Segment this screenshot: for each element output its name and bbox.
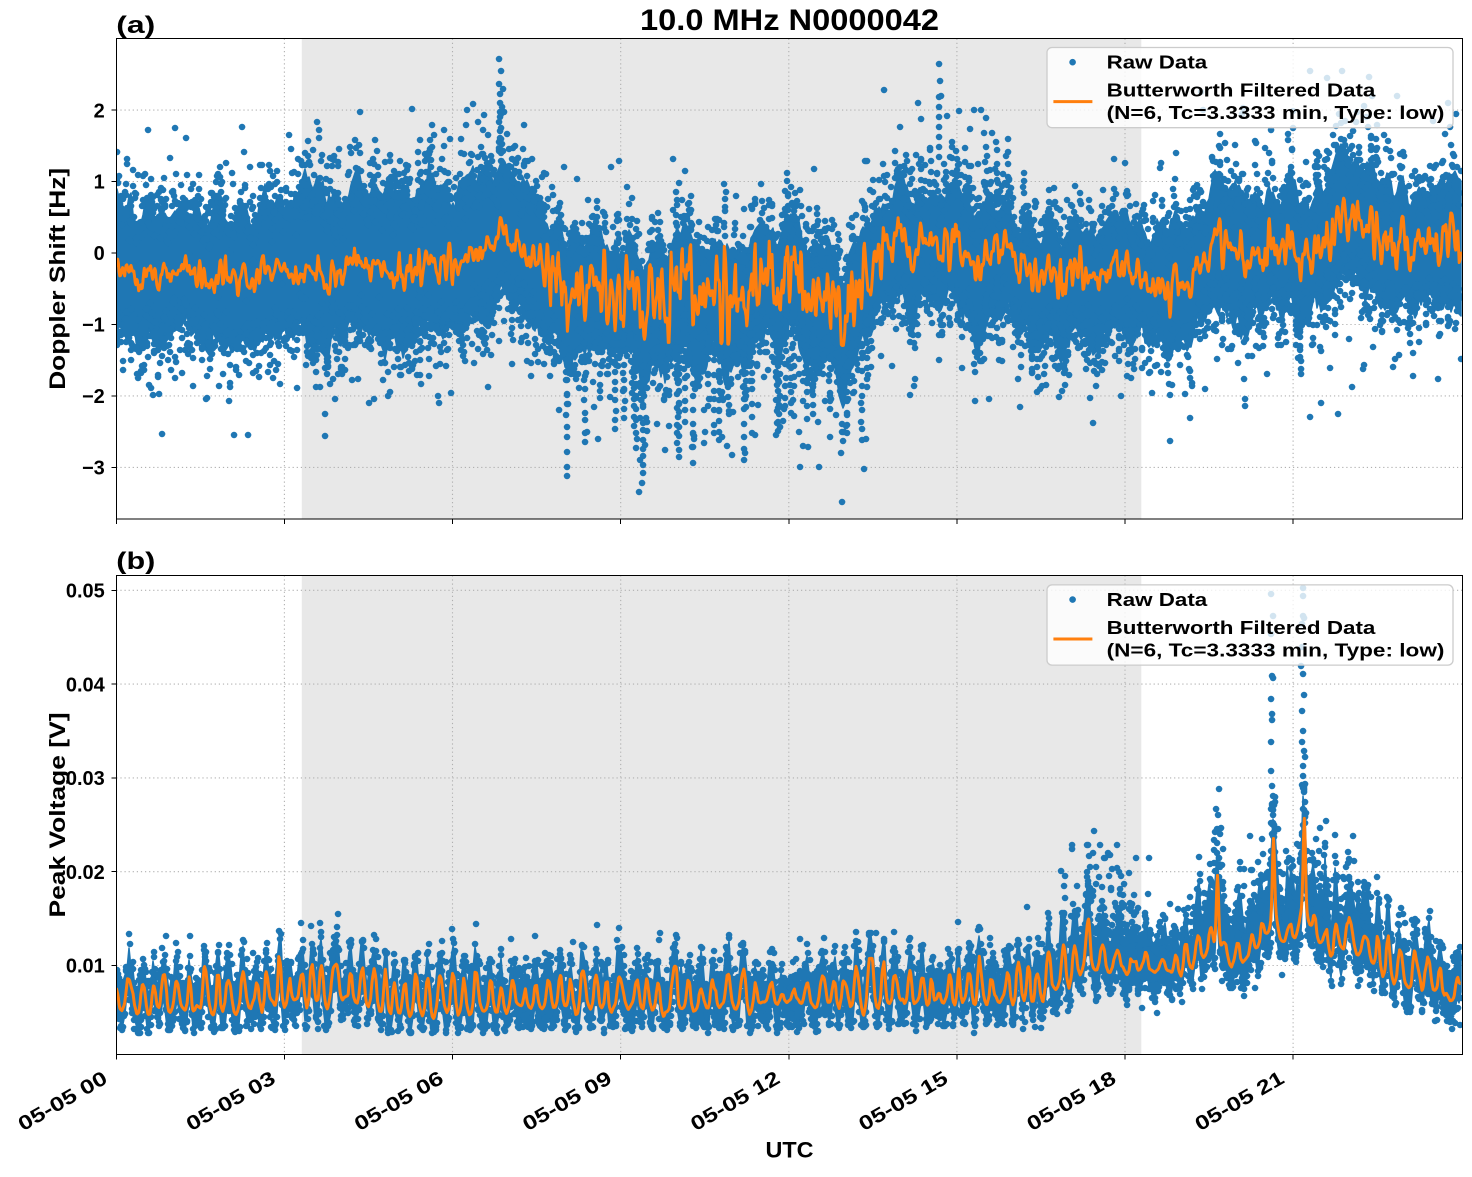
svg-text:−2: −2 xyxy=(82,386,105,408)
svg-text:Raw Data: Raw Data xyxy=(1107,52,1208,73)
svg-text:2: 2 xyxy=(94,100,105,122)
svg-text:0.03: 0.03 xyxy=(66,768,105,790)
svg-text:−1: −1 xyxy=(82,315,105,337)
svg-text:Butterworth Filtered Data: Butterworth Filtered Data xyxy=(1107,80,1377,101)
svg-text:Peak Voltage [V]: Peak Voltage [V] xyxy=(45,713,70,918)
svg-text:(N=6, Tc=3.3333 min, Type: low: (N=6, Tc=3.3333 min, Type: low) xyxy=(1107,102,1445,123)
svg-text:1: 1 xyxy=(94,172,105,194)
svg-text:0.01: 0.01 xyxy=(66,956,105,978)
svg-text:0.04: 0.04 xyxy=(66,674,106,696)
svg-text:(a): (a) xyxy=(116,12,155,39)
svg-text:0: 0 xyxy=(94,243,105,265)
svg-text:0.02: 0.02 xyxy=(66,862,105,884)
svg-text:0.05: 0.05 xyxy=(66,581,105,603)
svg-text:Butterworth Filtered Data: Butterworth Filtered Data xyxy=(1107,617,1377,638)
svg-text:Raw Data: Raw Data xyxy=(1107,589,1208,610)
svg-text:Doppler Shift [Hz]: Doppler Shift [Hz] xyxy=(45,168,70,390)
svg-text:−3: −3 xyxy=(82,458,105,480)
svg-text:(N=6, Tc=3.3333 min, Type: low: (N=6, Tc=3.3333 min, Type: low) xyxy=(1107,639,1445,660)
svg-text:10.0 MHz N0000042: 10.0 MHz N0000042 xyxy=(640,4,939,37)
svg-text:(b): (b) xyxy=(116,548,155,575)
svg-text:UTC: UTC xyxy=(766,1137,814,1162)
